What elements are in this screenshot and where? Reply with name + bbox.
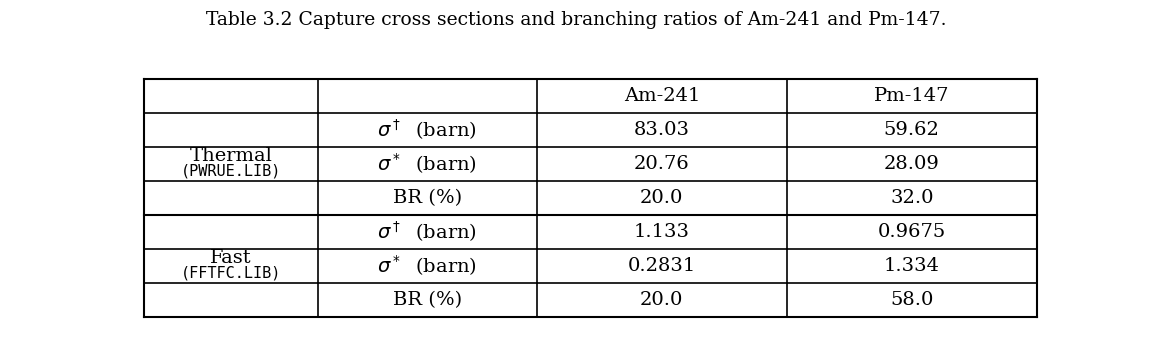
Text: Table 3.2 Capture cross sections and branching ratios of Am-241 and Pm-147.: Table 3.2 Capture cross sections and bra… <box>206 11 946 29</box>
Text: 1.334: 1.334 <box>884 257 940 275</box>
Text: $\sigma^*$  (barn): $\sigma^*$ (barn) <box>378 253 477 278</box>
Text: 1.133: 1.133 <box>634 223 690 241</box>
Text: (PWRUE.LIB): (PWRUE.LIB) <box>181 164 281 179</box>
Text: 32.0: 32.0 <box>890 189 933 207</box>
Text: $\sigma^*$  (barn): $\sigma^*$ (barn) <box>378 151 477 176</box>
Text: 59.62: 59.62 <box>884 121 940 139</box>
Text: BR (%): BR (%) <box>393 189 462 207</box>
Text: $\sigma^\dagger$  (barn): $\sigma^\dagger$ (barn) <box>378 219 477 244</box>
Text: Am-241: Am-241 <box>623 87 700 105</box>
Text: 0.2831: 0.2831 <box>628 257 696 275</box>
Text: 20.0: 20.0 <box>641 189 683 207</box>
Text: 58.0: 58.0 <box>890 291 933 309</box>
Text: Pm-147: Pm-147 <box>874 87 949 105</box>
Text: $\sigma^\dagger$  (barn): $\sigma^\dagger$ (barn) <box>378 118 477 142</box>
Text: (FFTFC.LIB): (FFTFC.LIB) <box>181 266 281 281</box>
Text: Thermal: Thermal <box>190 148 273 165</box>
Text: 20.76: 20.76 <box>634 155 690 173</box>
Text: 83.03: 83.03 <box>634 121 690 139</box>
Text: 20.0: 20.0 <box>641 291 683 309</box>
Text: 28.09: 28.09 <box>884 155 940 173</box>
Text: Fast: Fast <box>210 250 252 267</box>
Text: 0.9675: 0.9675 <box>878 223 946 241</box>
Text: BR (%): BR (%) <box>393 291 462 309</box>
